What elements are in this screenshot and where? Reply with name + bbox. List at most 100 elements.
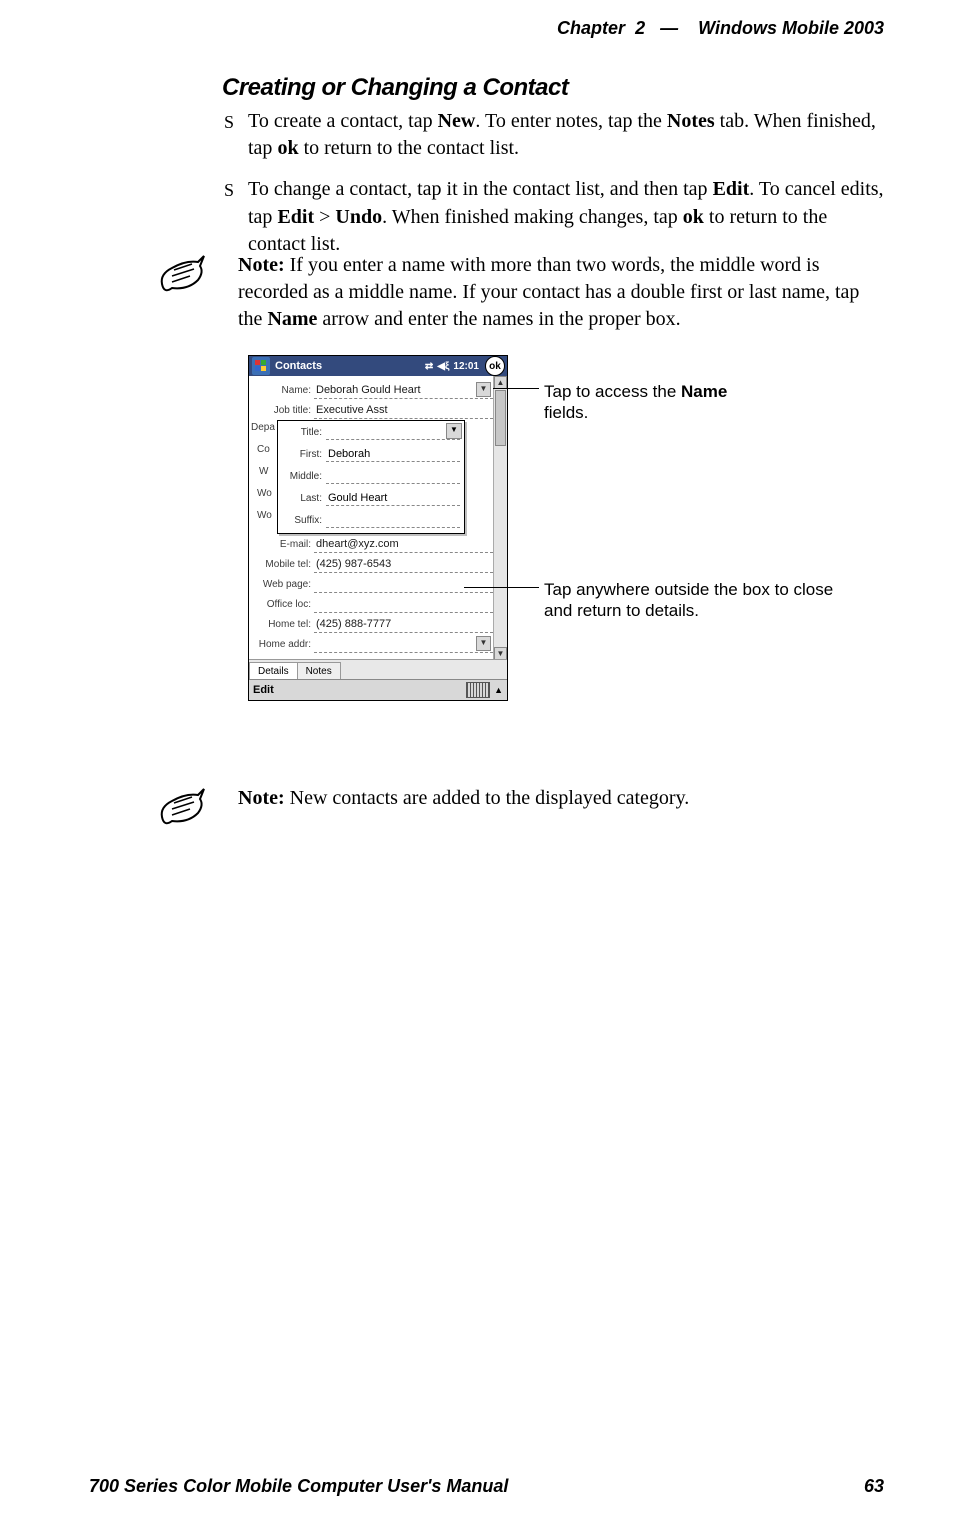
- connectivity-icon: ⇄: [425, 361, 433, 372]
- field-label: Home addr:: [249, 639, 314, 650]
- bold-text: Edit: [713, 178, 750, 200]
- header-sep: —: [660, 18, 678, 38]
- titlebar-status: ⇄ ◀ξ 12:01 ok: [425, 356, 507, 376]
- scrollbar[interactable]: ▲ ▼: [493, 376, 507, 660]
- popup-label: Last:: [278, 493, 326, 504]
- name-popup: ▼ Title: First: Deborah Middle: Last:: [277, 420, 465, 534]
- note-icon: [158, 254, 206, 294]
- header-chapter-label: Chapter: [557, 18, 625, 38]
- section-heading: Creating or Changing a Contact: [222, 74, 884, 102]
- bullet-item: To create a contact, tap New. To enter n…: [242, 108, 884, 162]
- field-label: Mobile tel:: [249, 559, 314, 570]
- bold-text: Name: [681, 382, 727, 401]
- bold-text: Edit: [277, 206, 314, 228]
- footer-title: 700 Series Color Mobile Computer User's …: [89, 1476, 508, 1497]
- popup-label: Suffix:: [278, 515, 326, 526]
- middle-input[interactable]: [326, 468, 460, 484]
- field-label: Office loc:: [249, 599, 314, 610]
- field-label: Web page:: [249, 579, 314, 590]
- text: New contacts are added to the displayed …: [285, 787, 690, 809]
- text: to return to the contact list.: [299, 137, 520, 159]
- text: Tap to access the: [544, 382, 681, 401]
- text: To change a contact, tap it in the conta…: [248, 178, 713, 200]
- tab-notes[interactable]: Notes: [297, 662, 341, 680]
- edit-menu[interactable]: Edit: [253, 684, 274, 696]
- popup-label: First:: [278, 449, 326, 460]
- last-input[interactable]: Gould Heart: [326, 490, 460, 506]
- scroll-thumb[interactable]: [495, 390, 506, 446]
- keyboard-icon[interactable]: [466, 682, 490, 698]
- sip-arrow-icon[interactable]: ▲: [494, 685, 503, 695]
- text: To create a contact, tap: [248, 110, 438, 132]
- mobile-field[interactable]: (425) 987-6543: [314, 556, 493, 573]
- suffix-input[interactable]: [326, 512, 460, 528]
- bold-text: New: [438, 110, 476, 132]
- web-field[interactable]: [314, 576, 493, 593]
- clock: 12:01: [453, 361, 479, 372]
- popup-dropdown-arrow[interactable]: ▼: [446, 423, 462, 439]
- bullet-list: To create a contact, tap New. To enter n…: [222, 108, 884, 258]
- start-menu-icon[interactable]: [252, 357, 270, 375]
- text: Tap anywhere outside the box to close an…: [544, 580, 833, 620]
- field-value: Gould Heart: [328, 492, 387, 504]
- text: . When finished making changes, tap: [382, 206, 683, 228]
- pda-screenshot: Contacts ⇄ ◀ξ 12:01 ok Name: Deborah Gou…: [248, 355, 508, 701]
- note-label: Note:: [238, 254, 285, 276]
- text: fields.: [544, 403, 588, 422]
- field-value: dheart@xyz.com: [316, 538, 399, 550]
- pda-titlebar: Contacts ⇄ ◀ξ 12:01 ok: [249, 356, 507, 376]
- page-header: Chapter 2 — Windows Mobile 2003: [557, 18, 884, 39]
- callout-leader: [464, 587, 539, 588]
- app-title: Contacts: [273, 360, 425, 372]
- note-icon: [158, 787, 206, 827]
- field-value: (425) 888-7777: [316, 618, 391, 630]
- tab-bar: Details Notes: [249, 659, 507, 680]
- popup-label: Title:: [278, 427, 326, 438]
- bold-text: Notes: [667, 110, 715, 132]
- note-block: Note: If you enter a name with more than…: [158, 252, 884, 334]
- homeaddr-field[interactable]: [314, 636, 493, 653]
- clipped-label: Depa: [249, 422, 279, 433]
- speaker-icon: ◀ξ: [437, 361, 449, 372]
- bold-text: Name: [267, 308, 317, 330]
- hometel-field[interactable]: (425) 888-7777: [314, 616, 493, 633]
- field-value: Deborah Gould Heart: [316, 384, 421, 396]
- ok-button[interactable]: ok: [485, 356, 505, 376]
- field-value: Executive Asst: [316, 404, 388, 416]
- page-footer: 700 Series Color Mobile Computer User's …: [89, 1476, 884, 1497]
- office-field[interactable]: [314, 596, 493, 613]
- first-input[interactable]: Deborah: [326, 446, 460, 462]
- title-input[interactable]: [326, 424, 460, 440]
- field-label: Name:: [249, 385, 314, 396]
- figure: Contacts ⇄ ◀ξ 12:01 ok Name: Deborah Gou…: [248, 355, 884, 735]
- note-text: Note: If you enter a name with more than…: [238, 252, 884, 334]
- name-dropdown-arrow[interactable]: ▼: [476, 382, 491, 397]
- tab-label: Details: [258, 666, 289, 677]
- callout-leader: [493, 388, 539, 389]
- pda-form: Name: Deborah Gould Heart ▼ Job title: E…: [249, 376, 507, 660]
- text: >: [314, 206, 335, 228]
- field-label: E-mail:: [249, 539, 314, 550]
- header-title: Windows Mobile 2003: [698, 18, 884, 38]
- email-field[interactable]: dheart@xyz.com: [314, 536, 493, 553]
- ok-label: ok: [489, 361, 501, 372]
- field-value: (425) 987-6543: [316, 558, 391, 570]
- callout-text: Tap anywhere outside the box to close an…: [544, 579, 834, 622]
- header-chapter-num: 2: [635, 18, 645, 38]
- popup-label: Middle:: [278, 471, 326, 482]
- bullet-item: To change a contact, tap it in the conta…: [242, 176, 884, 258]
- field-label: Home tel:: [249, 619, 314, 630]
- menu-bar: Edit ▲: [249, 679, 507, 700]
- text: . To enter notes, tap the: [475, 110, 667, 132]
- name-field[interactable]: Deborah Gould Heart: [314, 382, 493, 399]
- jobtitle-field[interactable]: Executive Asst: [314, 402, 493, 419]
- bold-text: ok: [683, 206, 704, 228]
- bold-text: Undo: [335, 206, 382, 228]
- note-label: Note:: [238, 787, 285, 809]
- homeaddr-dropdown-arrow[interactable]: ▼: [476, 636, 491, 651]
- text: arrow and enter the names in the proper …: [317, 308, 680, 330]
- bold-text: ok: [277, 137, 298, 159]
- callout-text: Tap to access the Name fields.: [544, 381, 804, 424]
- tab-details[interactable]: Details: [249, 662, 298, 680]
- page-number: 63: [864, 1476, 884, 1497]
